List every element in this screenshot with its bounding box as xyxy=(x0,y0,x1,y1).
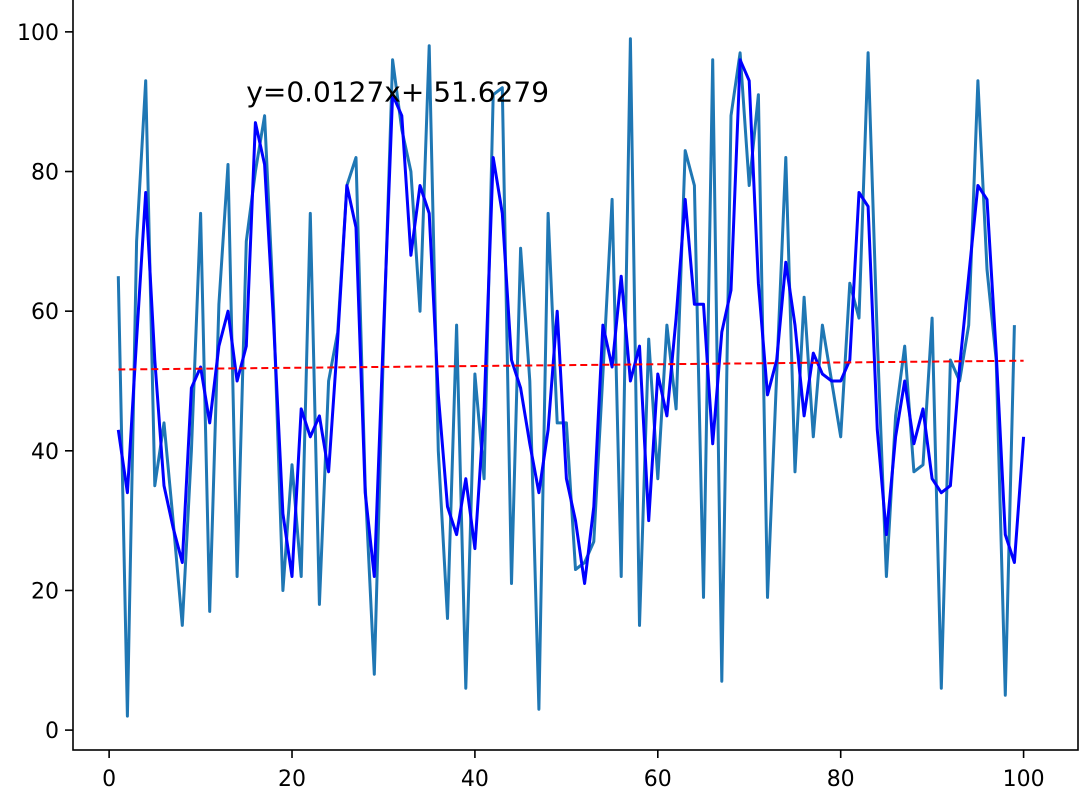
plot-lines xyxy=(116,37,1026,718)
x-tick-label: 80 xyxy=(827,767,855,792)
x-axis: 0 20 40 60 80 100 xyxy=(102,750,1045,792)
y-tick-label: 0 xyxy=(45,719,59,744)
x-tick-label: 0 xyxy=(102,767,116,792)
y-tick-label: 80 xyxy=(31,161,59,186)
series-line-1 xyxy=(116,37,1016,718)
y-tick-label: 40 xyxy=(31,440,59,465)
y-tick-label: 20 xyxy=(31,579,59,604)
y-tick-label: 100 xyxy=(17,21,59,46)
x-tick-label: 60 xyxy=(644,767,672,792)
y-tick-label: 60 xyxy=(31,300,59,325)
plot-frame xyxy=(72,0,1079,751)
series-line-2 xyxy=(116,58,1026,585)
series-line-3 xyxy=(118,359,1024,371)
x-tick-label: 40 xyxy=(461,767,489,792)
y-axis: 0 20 40 60 80 100 xyxy=(17,21,73,744)
x-tick-label: 100 xyxy=(1003,767,1045,792)
x-tick-label: 20 xyxy=(278,767,306,792)
regression-equation-annotation: y=0.0127x+ 51.6279 xyxy=(246,76,549,109)
